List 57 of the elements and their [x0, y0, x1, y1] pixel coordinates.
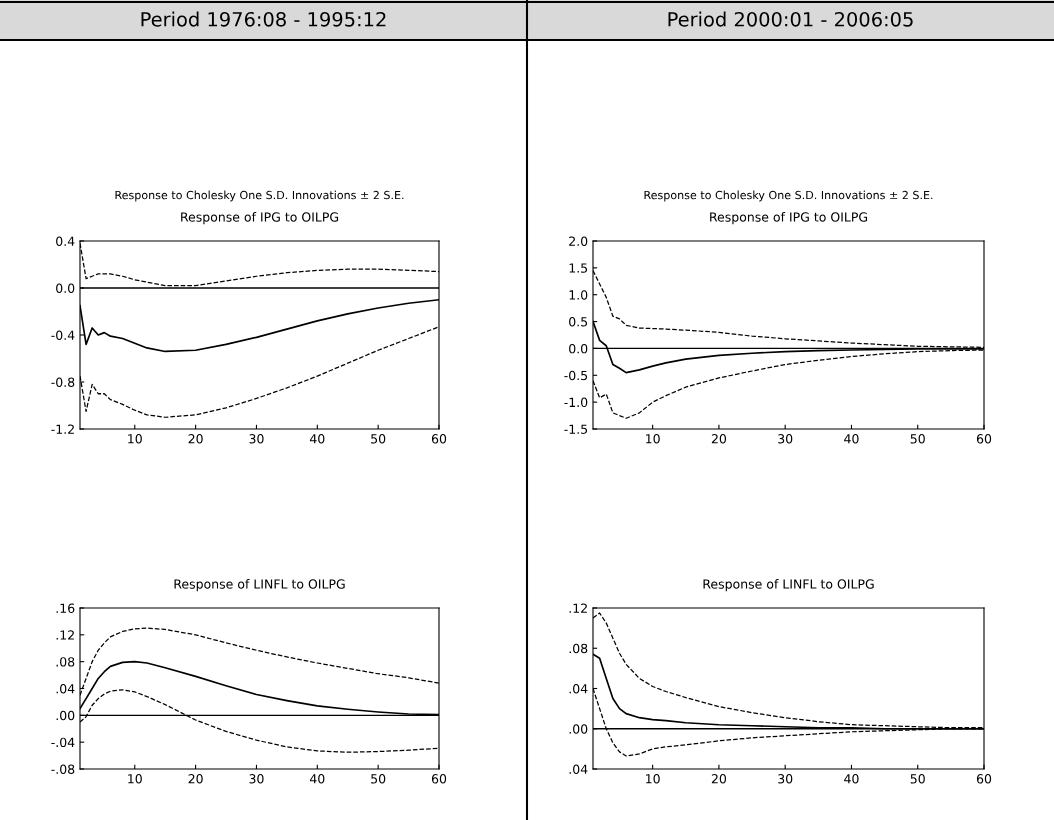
y-tick-label: .00	[56, 710, 75, 721]
y-tick-label: 0.0	[569, 343, 588, 354]
x-tick-label: 60	[976, 434, 992, 444]
y-tick-label: -1.0	[564, 397, 588, 408]
x-tick-label: 50	[371, 434, 386, 444]
chart-title: Response of LINFL to OILPG	[174, 579, 345, 592]
text: Response to Cholesky One S.D. Innovations ± 2 S.E.	[115, 190, 404, 202]
y-tick-label: .04	[569, 764, 588, 774]
y-tick-label: .12	[56, 630, 74, 640]
x-tick-label: 60	[976, 774, 992, 784]
y-tick-label: -0.4	[51, 330, 75, 340]
text: Period 1976:08 - 1995:12	[141, 11, 386, 27]
y-tick-label: .16	[56, 603, 75, 613]
y-tick-label: -1.5	[564, 424, 588, 434]
x-tick-label: 50	[371, 774, 386, 784]
y-tick-label: -.08	[51, 764, 75, 774]
x-tick-label: 20	[188, 434, 203, 444]
y-tick-label: .12	[569, 603, 587, 613]
y-tick-label: .04	[56, 683, 75, 694]
x-tick-label: 40	[309, 774, 325, 784]
x-tick-label: 20	[711, 774, 727, 784]
x-tick-label: 10	[646, 774, 660, 784]
x-tick-label: 50	[910, 434, 925, 444]
text: Period 2000:01 - 2006:05	[668, 11, 913, 27]
x-tick-label: 30	[249, 434, 264, 444]
x-tick-label: 30	[249, 774, 264, 784]
y-tick-label: .00	[569, 724, 588, 734]
y-tick-label: .08	[56, 657, 75, 667]
x-tick-label: 10	[128, 434, 142, 444]
x-tick-label: 30	[778, 434, 793, 444]
x-tick-label: 10	[128, 774, 142, 784]
x-tick-label: 50	[910, 774, 925, 784]
y-tick-label: 0.0	[56, 283, 75, 293]
y-tick-label: -.04	[51, 737, 75, 748]
x-tick-label: 40	[309, 434, 325, 444]
x-tick-label: 60	[431, 434, 447, 444]
x-tick-label: 20	[188, 774, 203, 784]
y-tick-label: 0.4	[56, 236, 75, 246]
y-tick-label: -1.2	[51, 424, 74, 434]
chart-title: Response of IPG to OILPG	[710, 212, 868, 225]
chart-title: Response of LINFL to OILPG	[703, 579, 874, 592]
text: Response to Cholesky One S.D. Innovations ± 2 S.E.	[644, 190, 933, 202]
chart-title: Response of IPG to OILPG	[181, 212, 339, 225]
y-tick-label: 0.5	[569, 317, 588, 327]
y-tick-label: 2.0	[569, 236, 588, 246]
x-tick-label: 60	[431, 774, 447, 784]
y-tick-label: -0.5	[564, 370, 588, 381]
x-tick-label: 30	[778, 774, 793, 784]
y-tick-label: 1.5	[569, 263, 588, 273]
x-tick-label: 40	[844, 434, 859, 444]
x-tick-label: 20	[711, 434, 727, 444]
y-tick-label: .04	[569, 683, 588, 694]
x-tick-label: 10	[646, 434, 660, 444]
y-tick-label: 1.0	[569, 290, 588, 300]
y-tick-label: .08	[569, 643, 588, 654]
x-tick-label: 40	[844, 774, 859, 784]
y-tick-label: -0.8	[51, 377, 75, 387]
